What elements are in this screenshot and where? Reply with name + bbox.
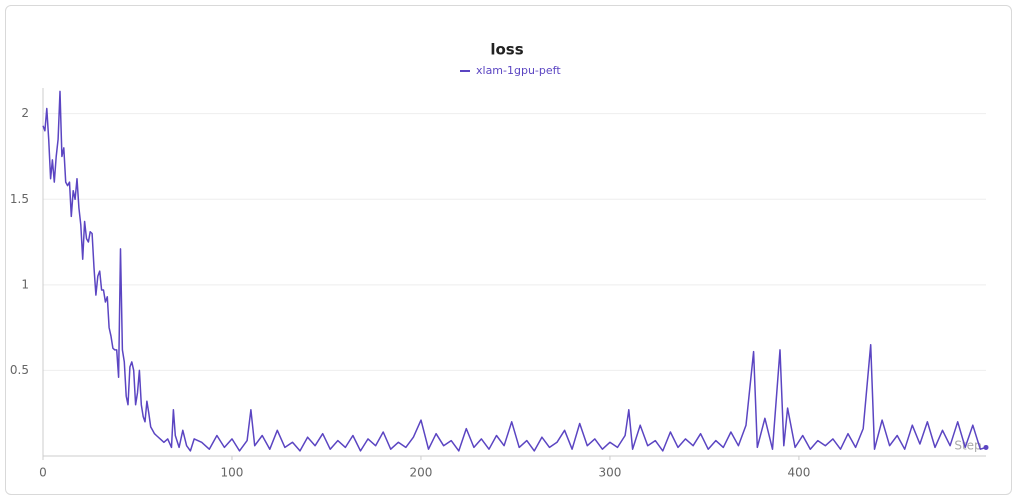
- x-tick-label: 200: [410, 466, 433, 480]
- series-line: [42, 90, 987, 452]
- panel: [5, 5, 1012, 495]
- y-tick-label: 0.5: [10, 363, 29, 377]
- x-axis-label: Step: [954, 439, 981, 453]
- x-tick-label: 0: [39, 466, 47, 480]
- chart-title: loss: [490, 41, 523, 59]
- last-point: [983, 444, 989, 450]
- x-tick-label: 100: [221, 466, 244, 480]
- y-tick-label: 2: [21, 106, 29, 120]
- y-tick-label: 1.5: [10, 192, 29, 206]
- legend-label: xlam-1gpu-peft: [476, 64, 561, 77]
- x-tick-label: 300: [598, 466, 621, 480]
- x-tick-label: 400: [787, 466, 810, 480]
- y-tick-label: 1: [21, 277, 29, 291]
